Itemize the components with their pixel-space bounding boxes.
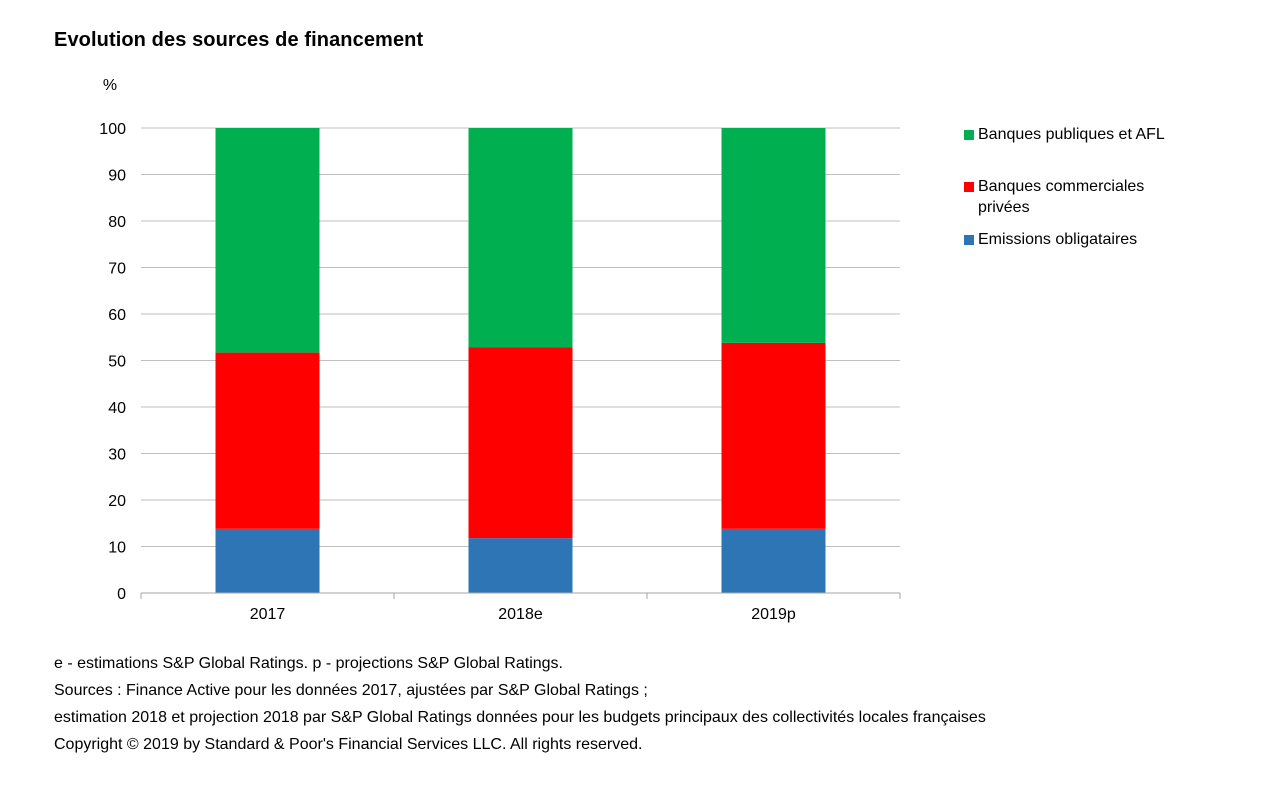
- legend-swatch: [964, 130, 974, 140]
- bar-segment: [468, 538, 573, 593]
- x-tick-label: 2017: [250, 606, 286, 623]
- legend-label: Banques publiques et AFL: [978, 126, 1165, 143]
- bar-segment: [468, 347, 573, 539]
- legend-swatch: [964, 182, 974, 192]
- y-tick-label: 70: [108, 261, 126, 278]
- y-tick-label: 40: [108, 400, 126, 417]
- legend-swatch: [964, 235, 974, 245]
- chart-plot: 0 10 20 30 40 50 60 70 80 90 100 2017 2018e 2019p %: [99, 77, 901, 623]
- axes: 0 10 20 30 40 50 60 70 80 90 100 2017 2018e 2019p: [99, 121, 901, 623]
- legend-item-banques-publiques: Banques publiques et AFL: [964, 124, 1198, 145]
- y-tick-label: 50: [108, 354, 126, 371]
- y-tick-label: 30: [108, 447, 126, 464]
- y-tick-label: 10: [108, 540, 126, 557]
- footnote-abbreviations: e - estimations S&P Global Ratings. p - …: [54, 655, 563, 672]
- y-axis-label: %: [103, 77, 117, 94]
- legend-item-banques-commerciales: Banques commerciales privées: [964, 176, 1178, 218]
- bar-segment: [215, 128, 320, 353]
- y-tick-label: 90: [108, 168, 126, 185]
- footnote-estimation: estimation 2018 et projection 2018 par S…: [54, 709, 986, 726]
- footnotes: e - estimations S&P Global Ratings. p - …: [54, 650, 986, 758]
- bar-segment: [721, 528, 826, 593]
- legend-label: Banques commerciales privées: [978, 178, 1145, 216]
- bar-segment: [721, 128, 826, 343]
- x-tick-label: 2018e: [498, 606, 543, 623]
- legend-item-emissions-obligataires: Emissions obligataires: [964, 229, 1198, 250]
- bar-segment: [215, 528, 320, 593]
- chart-title: Evolution des sources de financement: [54, 29, 424, 51]
- y-tick-label: 20: [108, 493, 126, 510]
- legend-label: Emissions obligataires: [978, 231, 1138, 248]
- x-tick-label: 2019p: [751, 606, 796, 623]
- footnote-copyright: Copyright © 2019 by Standard & Poor's Fi…: [54, 736, 643, 753]
- y-tick-label: 80: [108, 214, 126, 231]
- y-tick-label: 0: [117, 586, 126, 603]
- bar-segment: [215, 352, 320, 529]
- bars: [215, 128, 826, 593]
- bar-segment: [721, 342, 826, 529]
- footnote-sources: Sources : Finance Active pour les donnée…: [54, 682, 648, 699]
- y-tick-label: 60: [108, 307, 126, 324]
- bar-segment: [468, 128, 573, 348]
- y-tick-label: 100: [99, 121, 126, 138]
